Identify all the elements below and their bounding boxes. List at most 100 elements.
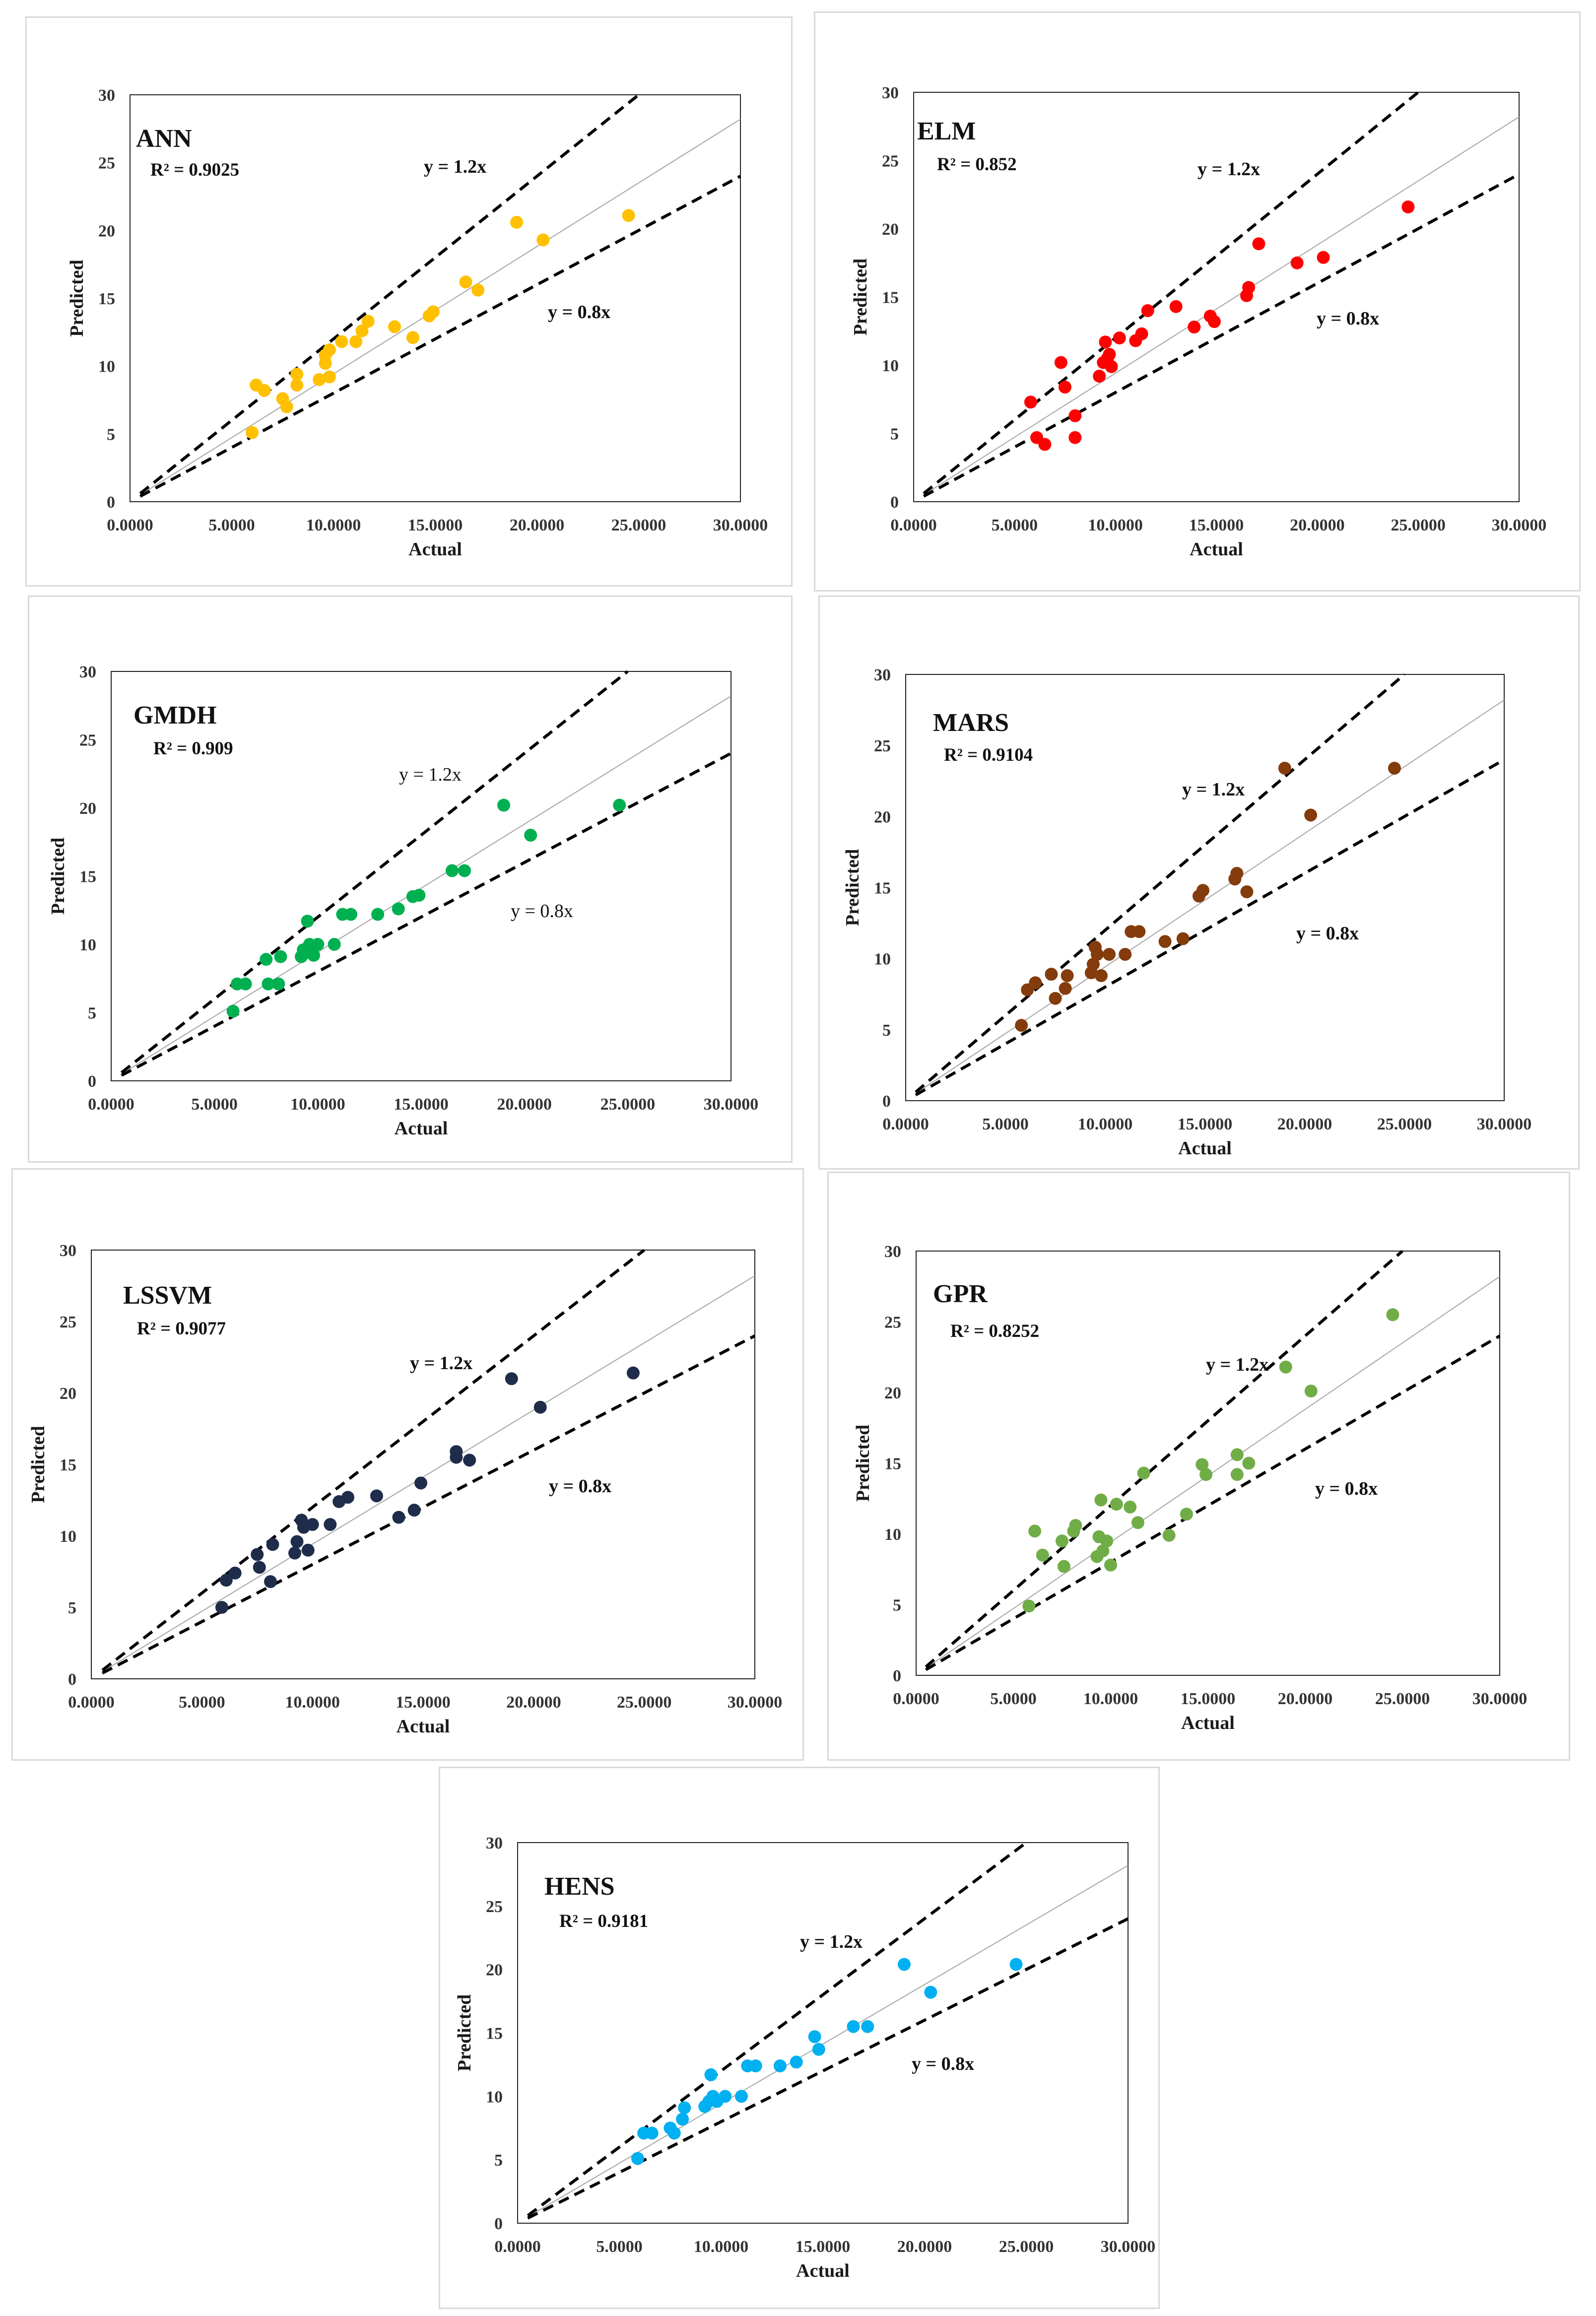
r-squared-label: R² = 0.9077 bbox=[137, 1319, 226, 1339]
y-tick-label: 30 bbox=[98, 86, 115, 105]
data-point bbox=[1103, 948, 1116, 961]
x-tick-label: 25.0000 bbox=[617, 1693, 672, 1712]
r-squared-label: R² = 0.8252 bbox=[950, 1321, 1039, 1341]
y-tick-label: 0 bbox=[882, 1092, 891, 1111]
identity-line bbox=[121, 695, 732, 1075]
data-point bbox=[773, 2059, 787, 2072]
data-point bbox=[861, 2020, 874, 2033]
y-tick-label: 25 bbox=[884, 1314, 901, 1332]
x-tick-label: 5.0000 bbox=[982, 1115, 1029, 1133]
x-tick-label: 20.0000 bbox=[1278, 1690, 1333, 1708]
data-point bbox=[676, 2113, 689, 2126]
x-tick-label: 5.0000 bbox=[208, 516, 255, 534]
x-tick-label: 20.0000 bbox=[1277, 1115, 1332, 1133]
lower-line-label: y = 0.8x bbox=[549, 1476, 611, 1497]
upper-bound-line bbox=[925, 1250, 1403, 1668]
data-point bbox=[266, 1538, 279, 1551]
y-tick-label: 10 bbox=[874, 950, 891, 969]
lower-bound-line bbox=[915, 758, 1505, 1097]
y-tick-label: 15 bbox=[882, 289, 899, 307]
x-tick-label: 0.0000 bbox=[890, 516, 937, 534]
y-tick-label: 0 bbox=[107, 493, 115, 512]
data-point bbox=[1059, 381, 1071, 394]
data-point bbox=[412, 889, 426, 902]
data-point bbox=[1024, 396, 1037, 409]
data-point bbox=[924, 1985, 937, 1999]
data-point bbox=[1230, 1468, 1244, 1481]
r-squared-label: R² = 0.909 bbox=[153, 738, 233, 759]
x-tick-label: 15.0000 bbox=[1189, 516, 1244, 534]
data-point bbox=[328, 938, 341, 951]
data-point bbox=[1049, 992, 1062, 1005]
data-point bbox=[1162, 1528, 1176, 1542]
data-point bbox=[1119, 948, 1132, 961]
data-point bbox=[1061, 969, 1074, 983]
upper-line-label: y = 1.2x bbox=[410, 1353, 472, 1374]
x-tick-label: 5.0000 bbox=[990, 1690, 1037, 1708]
data-point bbox=[808, 2030, 821, 2044]
x-axis-label: Actual bbox=[1178, 1138, 1232, 1159]
lower-bound-line bbox=[139, 175, 741, 498]
data-point bbox=[1278, 761, 1291, 775]
data-point bbox=[1135, 327, 1148, 340]
data-point bbox=[445, 864, 459, 877]
x-tick-label: 25.0000 bbox=[600, 1095, 656, 1114]
x-tick-label: 10.0000 bbox=[306, 516, 361, 534]
data-point bbox=[1388, 761, 1401, 775]
data-point bbox=[1176, 932, 1190, 945]
x-tick-label: 0.0000 bbox=[893, 1690, 939, 1708]
y-tick-label: 25 bbox=[486, 1898, 503, 1916]
data-point bbox=[1141, 304, 1154, 317]
data-point bbox=[678, 2101, 691, 2115]
y-tick-label: 0 bbox=[68, 1670, 76, 1689]
x-tick-label: 0.0000 bbox=[107, 516, 153, 534]
x-tick-label: 30.0000 bbox=[1472, 1690, 1528, 1708]
data-point bbox=[1158, 935, 1172, 948]
data-point bbox=[1304, 808, 1318, 822]
identity-line bbox=[926, 1276, 1500, 1669]
data-point bbox=[1086, 958, 1100, 971]
x-tick-label: 25.0000 bbox=[1391, 516, 1446, 534]
data-point bbox=[262, 977, 275, 991]
data-point bbox=[505, 1372, 518, 1386]
x-tick-label: 15.0000 bbox=[796, 2238, 851, 2256]
model-title: GPR bbox=[933, 1280, 988, 1308]
y-tick-label: 25 bbox=[79, 731, 96, 750]
plot-area-frame bbox=[91, 1250, 755, 1679]
y-tick-label: 10 bbox=[98, 358, 115, 376]
data-point bbox=[524, 829, 537, 842]
y-tick-label: 30 bbox=[874, 666, 891, 684]
data-point bbox=[735, 2090, 748, 2103]
data-point bbox=[1132, 925, 1146, 938]
data-point bbox=[323, 343, 336, 356]
data-point bbox=[1180, 1508, 1193, 1521]
data-point bbox=[1110, 1498, 1123, 1511]
model-title: LSSVM bbox=[123, 1281, 212, 1310]
data-point bbox=[471, 283, 485, 297]
x-tick-label: 10.0000 bbox=[1078, 1115, 1133, 1133]
y-axis-label: Predicted bbox=[850, 259, 871, 335]
upper-line-label: y = 1.2x bbox=[424, 156, 486, 177]
y-tick-label: 25 bbox=[98, 154, 115, 173]
data-point bbox=[1068, 431, 1082, 444]
y-tick-label: 20 bbox=[79, 799, 96, 818]
y-tick-label: 20 bbox=[60, 1385, 76, 1403]
data-point bbox=[1036, 1548, 1049, 1562]
y-axis-label: Predicted bbox=[66, 260, 87, 336]
y-tick-label: 10 bbox=[486, 2088, 503, 2106]
data-point bbox=[1103, 348, 1116, 361]
data-point bbox=[1131, 1516, 1144, 1529]
x-tick-label: 0.0000 bbox=[68, 1693, 115, 1712]
data-point bbox=[228, 1566, 242, 1580]
y-tick-label: 5 bbox=[890, 425, 899, 444]
x-tick-label: 15.0000 bbox=[394, 1095, 449, 1114]
y-tick-label: 0 bbox=[893, 1667, 901, 1685]
x-tick-label: 30.0000 bbox=[1477, 1115, 1532, 1133]
y-axis-label: Predicted bbox=[853, 1425, 873, 1502]
y-tick-label: 10 bbox=[882, 357, 899, 375]
data-point bbox=[510, 215, 523, 229]
chart-panel-elm: 0 5 10 15 20 25 30 0.0000 5.0000 10.0000 15.0000 20… bbox=[814, 11, 1581, 592]
y-tick-label: 30 bbox=[882, 84, 899, 102]
data-point bbox=[1290, 256, 1304, 269]
data-point bbox=[898, 1958, 911, 1971]
